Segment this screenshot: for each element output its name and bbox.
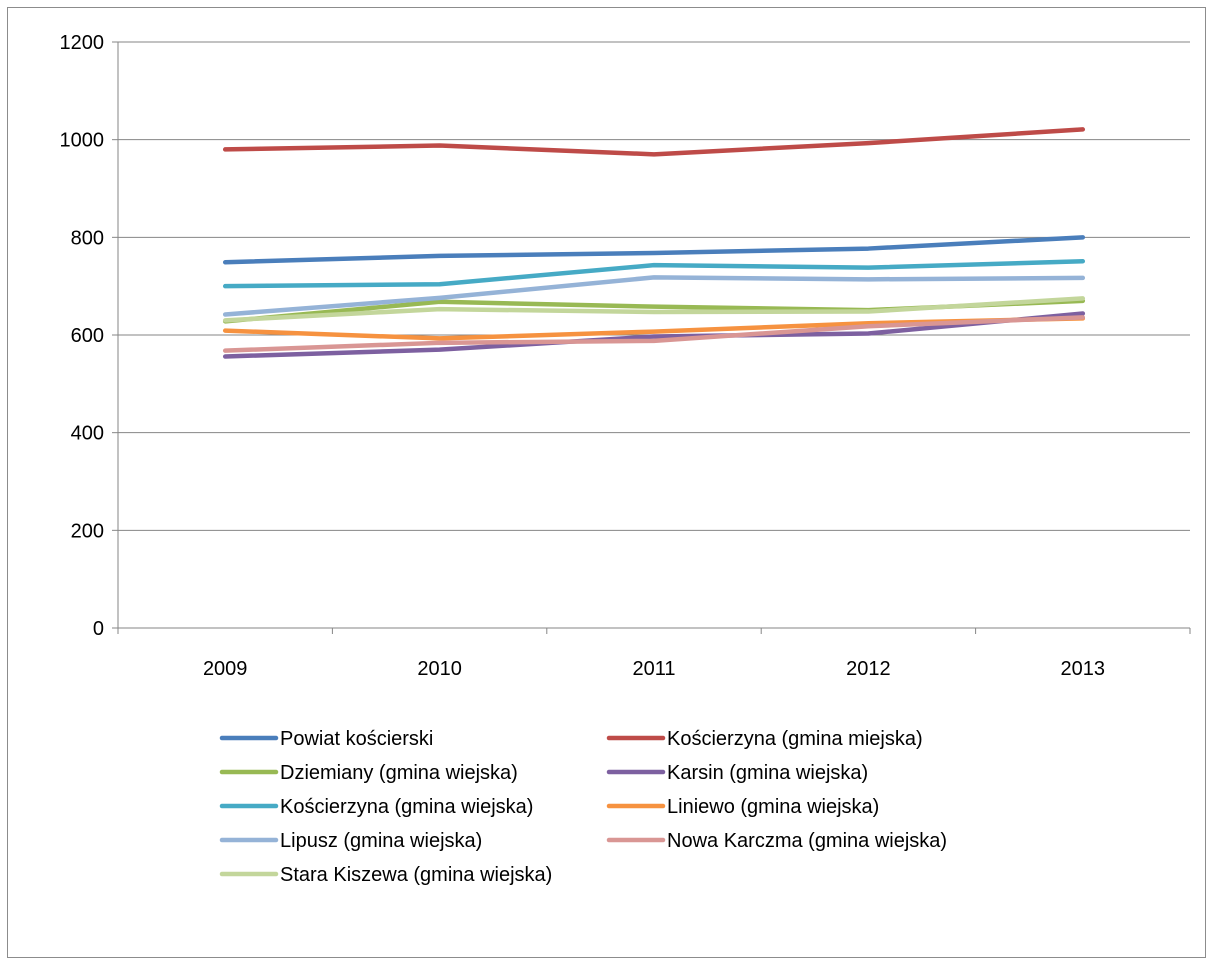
x-tick-label: 2010 — [417, 658, 462, 680]
legend-label: Dziemiany (gmina wiejska) — [280, 762, 518, 784]
legend-label: Liniewo (gmina wiejska) — [667, 796, 879, 818]
y-tick-label: 1200 — [60, 32, 105, 54]
series-line-0 — [222, 235, 1086, 265]
legend: Powiat kościerski Kościerzyna (gmina miej… — [219, 728, 947, 886]
legend-item: Nowa Karczma (gmina wiejska) — [606, 830, 947, 852]
y-tick-labels: 0 200 400 600 800 1000 1200 — [60, 32, 105, 640]
y-tick-label: 0 — [93, 618, 104, 640]
legend-item: Kościerzyna (gmina miejska) — [606, 728, 923, 750]
x-tick-label: 2009 — [203, 658, 248, 680]
x-tick-label: 2011 — [632, 658, 675, 680]
series-line-3 — [222, 311, 1086, 359]
x-tick-label: 2012 — [846, 658, 891, 680]
legend-label: Nowa Karczma (gmina wiejska) — [667, 830, 947, 852]
legend-label: Stara Kiszewa (gmina wiejska) — [280, 864, 552, 886]
legend-label: Lipusz (gmina wiejska) — [280, 830, 482, 852]
y-tick-label: 1000 — [60, 130, 105, 152]
legend-item: Karsin (gmina wiejska) — [606, 762, 868, 784]
chart-frame — [7, 7, 1206, 958]
x-tick-labels: 2009 2010 2011 2012 2013 — [203, 658, 1105, 680]
series-line-7 — [222, 315, 1086, 353]
legend-label: Powiat kościerski — [280, 728, 433, 750]
y-tick-label: 800 — [71, 227, 104, 249]
y-tick-label: 600 — [71, 325, 104, 347]
legend-label: Kościerzyna (gmina wiejska) — [280, 796, 533, 818]
legend-item: Liniewo (gmina wiejska) — [606, 796, 879, 818]
axes — [112, 41, 1191, 634]
legend-item: Dziemiany (gmina wiejska) — [219, 762, 518, 784]
y-tick-label: 400 — [71, 423, 104, 445]
legend-item: Stara Kiszewa (gmina wiejska) — [219, 864, 552, 886]
series-line-4 — [222, 259, 1086, 289]
legend-label: Kościerzyna (gmina miejska) — [667, 728, 923, 750]
series-lines — [222, 127, 1086, 359]
series-line-8 — [222, 296, 1086, 323]
y-tick-label: 200 — [71, 520, 104, 542]
series-line-1 — [222, 127, 1086, 157]
legend-item: Lipusz (gmina wiejska) — [219, 830, 482, 852]
x-tick-label: 2013 — [1061, 658, 1106, 680]
legend-label: Karsin (gmina wiejska) — [667, 762, 868, 784]
series-line-6 — [222, 275, 1086, 317]
legend-item: Kościerzyna (gmina wiejska) — [219, 796, 533, 818]
legend-item: Powiat kościerski — [219, 728, 433, 750]
